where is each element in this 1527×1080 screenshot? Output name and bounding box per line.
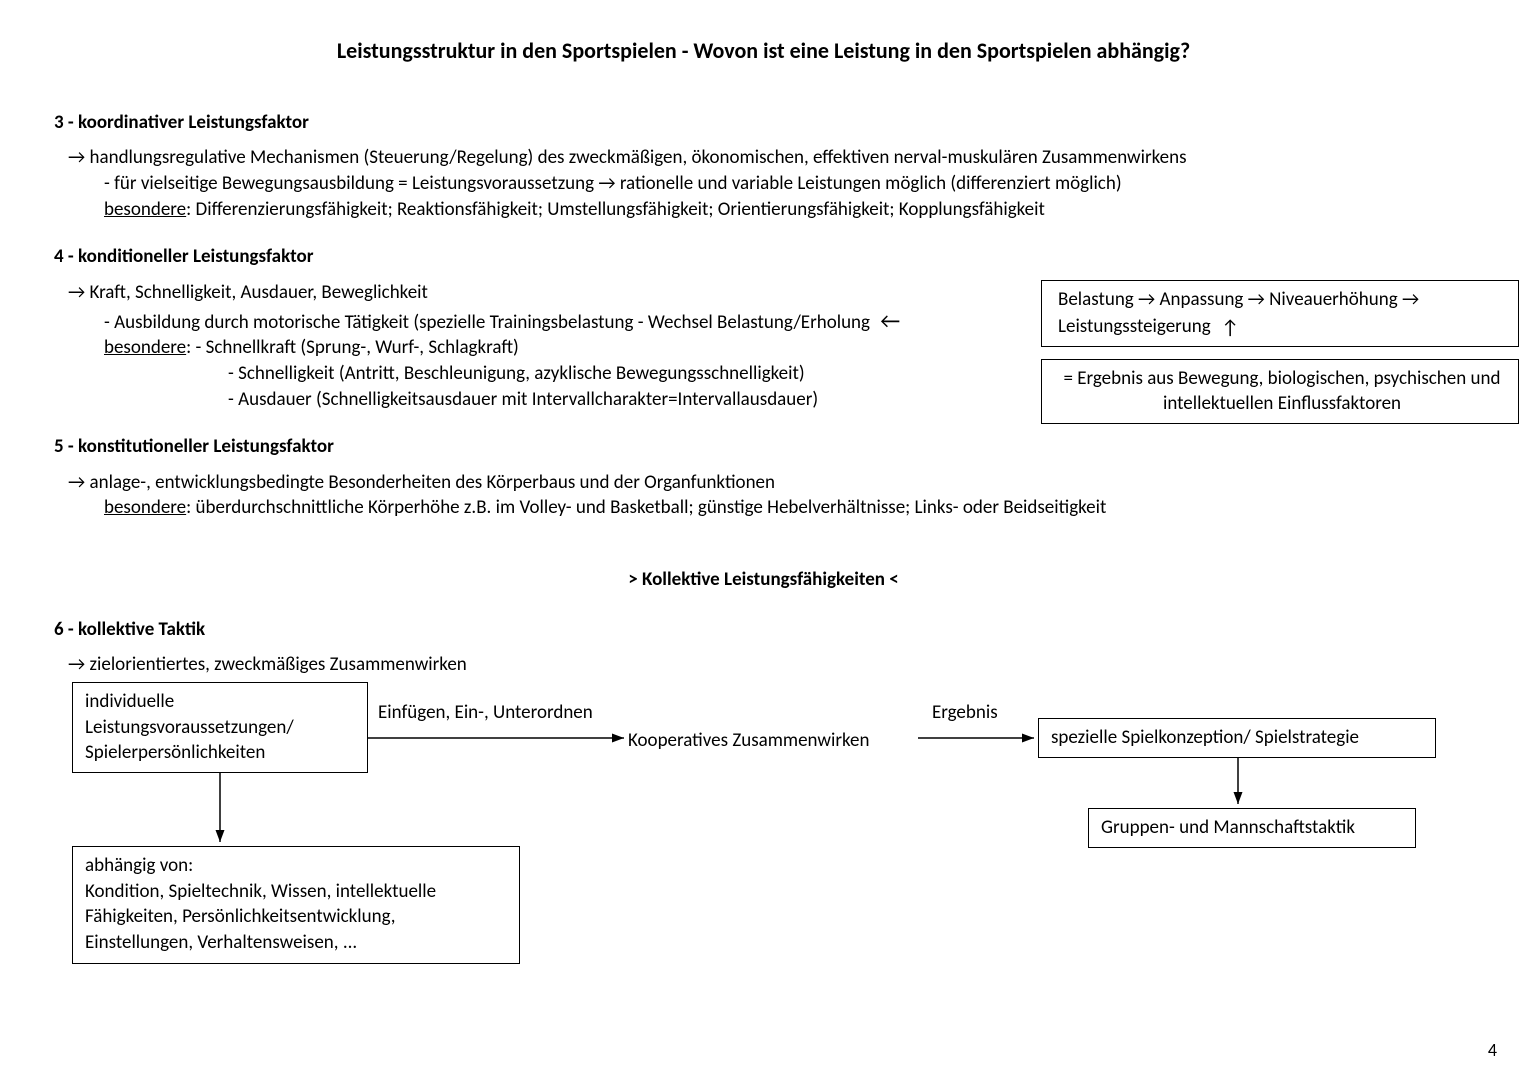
arrow-left-icon: ←	[880, 307, 900, 334]
section-5-line1-text: anlage-, entwicklungsbedingte Besonderhe…	[85, 471, 775, 494]
box-top-g: Leistungssteigerung	[1058, 315, 1211, 338]
flow-node-n2: Kooperatives Zusammenwirken	[628, 728, 918, 754]
section-4-besondere-text: : - Schnellkraft (Sprung-, Wurf-, Schlag…	[186, 336, 519, 359]
section-5-line1: → anlage-, entwicklungsbedingte Besonder…	[68, 470, 1479, 496]
arrow-up-icon: ↑	[1221, 316, 1239, 340]
flow-node-n3-line0: spezielle Spielkonzeption/ Spielstrategi…	[1051, 725, 1423, 751]
flow-node-n4-line0: Gruppen- und Mannschaftstaktik	[1101, 815, 1403, 841]
page-number: 4	[1488, 1038, 1497, 1062]
section-3-heading: 3 - koordinativer Leistungsfaktor	[54, 110, 1479, 136]
flow-node-n2-line0: Kooperatives Zusammenwirken	[628, 728, 918, 754]
flow-node-n5: abhängig von:Kondition, Spieltechnik, Wi…	[72, 846, 520, 964]
arrow-right-icon: →	[1138, 288, 1155, 311]
section-6-heading: 6 - kollektive Taktik	[54, 617, 1479, 643]
section-3-line1: → handlungsregulative Mechanismen (Steue…	[68, 145, 1479, 171]
section-3-line2a: - für vielseitige Bewegungsausbildung = …	[104, 172, 598, 195]
section-3-line3: besondere: Differenzierungsfähigkeit; Re…	[104, 197, 1479, 223]
flow-node-n4: Gruppen- und Mannschaftstaktik	[1088, 808, 1416, 848]
flow-node-n1: individuelle Leistungsvoraussetzungen/ S…	[72, 682, 368, 773]
section-6-line1-text: zielorientiertes, zweckmäßiges Zusammenw…	[85, 653, 467, 676]
page: Leistungsstruktur in den Sportspielen - …	[0, 0, 1527, 1080]
section-4-heading: 4 - konditioneller Leistungsfaktor	[54, 244, 1479, 270]
flow-node-n3: spezielle Spielkonzeption/ Spielstrategi…	[1038, 718, 1436, 758]
box-belastung-anpassung: Belastung → Anpassung → Niveauerhöhung →…	[1041, 280, 1519, 347]
flow-node-label1-line0: Einfügen, Ein-, Unterordnen	[378, 700, 638, 726]
section-6-line1: → zielorientiertes, zweckmäßiges Zusamme…	[68, 652, 1479, 678]
section-4-side-boxes: Belastung → Anpassung → Niveauerhöhung →…	[1041, 280, 1519, 424]
box-ergebnis-bewegung: = Ergebnis aus Bewegung, biologischen, p…	[1041, 359, 1519, 424]
flow-node-n5-line1: Kondition, Spieltechnik, Wissen, intelle…	[85, 879, 507, 956]
section-4-line2-text: - Ausbildung durch motorische Tätigkeit …	[104, 311, 870, 334]
section-4-line1-text: Kraft, Schnelligkeit, Ausdauer, Beweglic…	[85, 281, 428, 304]
page-title: Leistungsstruktur in den Sportspielen - …	[48, 36, 1479, 66]
collective-title: > Kollektive Leistungsfähigkeiten <	[48, 567, 1479, 593]
flow-node-label2: Ergebnis	[932, 700, 1032, 726]
section-3-line2b: rationelle und variable Leistungen mögli…	[616, 172, 1122, 195]
flow-node-n5-line0: abhängig von:	[85, 853, 507, 879]
arrow-right-icon: →	[1248, 288, 1265, 311]
arrow-right-icon: →	[68, 281, 85, 304]
arrow-right-icon: →	[68, 653, 85, 676]
flow-node-label1: Einfügen, Ein-, Unterordnen	[378, 700, 638, 726]
section-5-heading: 5 - konstitutioneller Leistungsfaktor	[54, 434, 1479, 460]
box-top-e: Niveauerhöhung	[1265, 288, 1402, 311]
section-3-besondere-text: : Differenzierungsfähigkeit; Reaktionsfä…	[186, 198, 1045, 221]
section-5-besondere-text: : überdurchschnittliche Körperhöhe z.B. …	[186, 496, 1106, 519]
arrow-right-icon: →	[1402, 288, 1419, 311]
box-top-a: Belastung	[1058, 288, 1138, 311]
arrow-right-icon: →	[598, 172, 615, 195]
box-top-c: Anpassung	[1155, 288, 1247, 311]
arrow-right-icon: →	[68, 146, 85, 169]
section-4-besondere-label: besondere	[104, 336, 186, 359]
flow-node-label2-line0: Ergebnis	[932, 700, 1032, 726]
section-3-besondere-label: besondere	[104, 198, 186, 221]
section-5-line2: besondere: überdurchschnittliche Körperh…	[104, 495, 1479, 521]
section-3-line1-text: handlungsregulative Mechanismen (Steueru…	[85, 146, 1186, 169]
section-5-besondere-label: besondere	[104, 496, 186, 519]
flow-node-n1-line0: individuelle Leistungsvoraussetzungen/ S…	[85, 689, 355, 766]
arrow-right-icon: →	[68, 471, 85, 494]
section-3-line2: - für vielseitige Bewegungsausbildung = …	[104, 171, 1479, 197]
section-6-flowchart: individuelle Leistungsvoraussetzungen/ S…	[48, 682, 1478, 982]
